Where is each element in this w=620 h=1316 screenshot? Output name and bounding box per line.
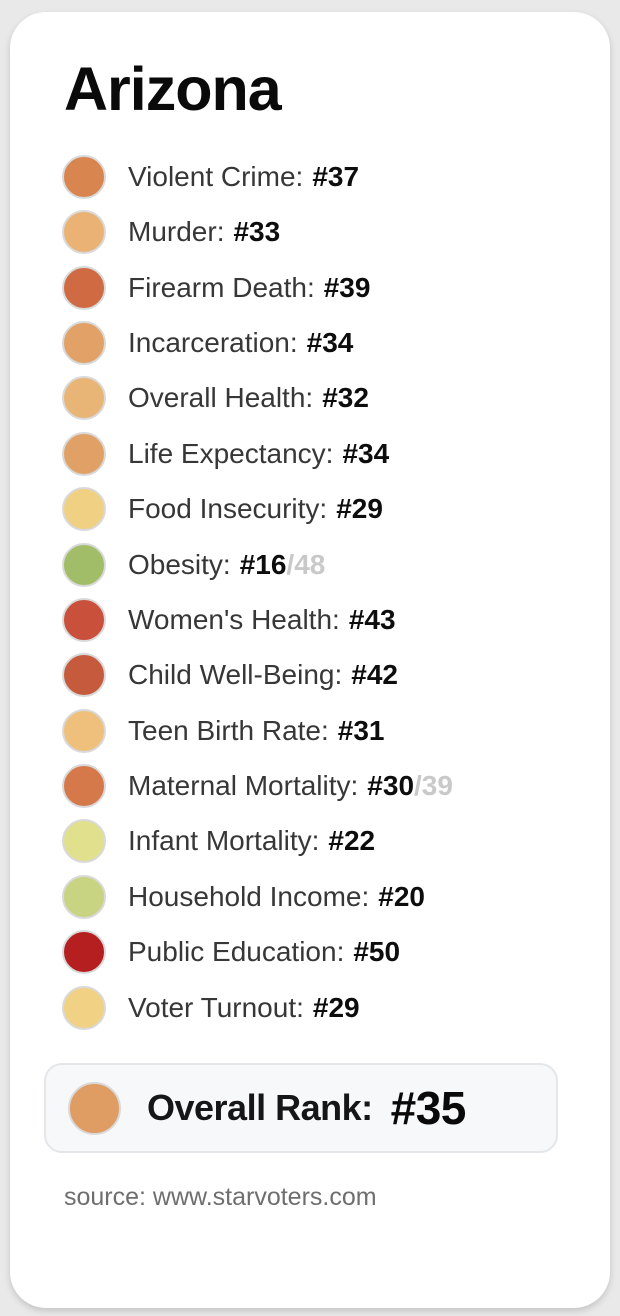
stat-row: Infant Mortality: #22 xyxy=(62,814,610,869)
stat-text: Maternal Mortality: #30/39 xyxy=(128,770,453,802)
state-rank-card: Arizona Violent Crime: #37 Murder: #33 Fir… xyxy=(10,12,610,1308)
stat-rank: #34 xyxy=(306,326,354,358)
stat-label: Obesity: xyxy=(128,548,231,580)
stat-row: Violent Crime: #37 xyxy=(62,149,610,204)
stat-label: Murder: xyxy=(128,216,225,248)
state-title: Arizona xyxy=(64,55,282,123)
stat-text: Violent Crime: #37 xyxy=(128,161,359,193)
overall-rank-label: Overall Rank: xyxy=(147,1087,373,1129)
stat-row: Incarceration: #34 xyxy=(62,315,610,370)
stat-row: Child Well-Being: #42 xyxy=(62,648,610,703)
stat-rank: #37 xyxy=(312,160,360,192)
stat-rank: #29 xyxy=(312,991,360,1023)
stat-rank-dot xyxy=(62,210,106,255)
stat-rank-total: /39 xyxy=(414,770,453,802)
stat-text: Life Expectancy: #34 xyxy=(128,438,389,470)
stat-rank: #42 xyxy=(351,659,398,691)
stat-rank: #43 xyxy=(348,603,396,635)
stat-label: Household Income: xyxy=(128,880,370,912)
stat-text: Public Education: #50 xyxy=(128,936,400,968)
stat-rank-dot xyxy=(62,653,106,698)
stat-rank: #16 xyxy=(239,548,287,580)
stat-label: Maternal Mortality: xyxy=(128,770,359,802)
stat-rank-dot xyxy=(62,874,106,919)
stat-label: Incarceration: xyxy=(128,326,298,358)
stat-label: Teen Birth Rate: xyxy=(128,714,329,746)
stat-label: Voter Turnout: xyxy=(128,991,304,1023)
stat-row: Women's Health: #43 xyxy=(62,592,610,647)
stat-label: Overall Health: xyxy=(128,382,314,414)
stat-text: Overall Health: #32 xyxy=(128,382,369,414)
stat-rank-total: /48 xyxy=(286,548,326,580)
stat-row: Maternal Mortality: #30/39 xyxy=(62,758,610,813)
stat-text: Teen Birth Rate: #31 xyxy=(128,715,385,747)
stat-row: Firearm Death: #39 xyxy=(62,260,610,315)
stat-row: Public Education: #50 xyxy=(62,925,610,980)
stat-text: Infant Mortality: #22 xyxy=(128,825,375,857)
stat-text: Incarceration: #34 xyxy=(128,327,353,359)
stat-row: Murder: #33 xyxy=(62,204,610,259)
overall-rank-dot xyxy=(68,1081,121,1135)
stat-row: Food Insecurity: #29 xyxy=(62,481,610,536)
stat-rank: #29 xyxy=(336,493,383,525)
stats-list: Violent Crime: #37 Murder: #33 Firearm Dea… xyxy=(62,149,610,1035)
stat-rank: #34 xyxy=(342,437,390,469)
stat-text: Firearm Death: #39 xyxy=(128,272,370,304)
stat-row: Voter Turnout: #29 xyxy=(62,980,610,1035)
stat-rank: #20 xyxy=(378,880,425,912)
stat-rank-dot xyxy=(62,376,106,421)
stat-rank-dot xyxy=(62,985,106,1030)
stat-text: Food Insecurity: #29 xyxy=(128,493,383,525)
stat-rank-dot xyxy=(62,930,106,975)
overall-rank-box: Overall Rank: #35 xyxy=(44,1063,558,1154)
stat-rank-dot xyxy=(62,819,106,864)
stat-rank-dot xyxy=(62,708,106,753)
stat-text: Child Well-Being: #42 xyxy=(128,659,398,691)
source-text: source: www.starvoters.com xyxy=(64,1183,377,1212)
stat-rank-dot xyxy=(62,320,106,365)
stat-rank-dot xyxy=(62,487,106,532)
stat-label: Infant Mortality: xyxy=(128,825,320,857)
stat-row: Life Expectancy: #34 xyxy=(62,426,610,481)
stat-label: Child Well-Being: xyxy=(128,659,343,691)
stat-label: Firearm Death: xyxy=(128,271,315,303)
stat-rank-dot xyxy=(62,542,106,587)
stat-rank-dot xyxy=(62,597,106,642)
overall-rank-value: #35 xyxy=(390,1082,467,1135)
stat-row: Household Income: #20 xyxy=(62,869,610,924)
stat-rank-dot xyxy=(62,431,106,476)
stat-text: Women's Health: #43 xyxy=(128,604,396,636)
stat-rank-dot xyxy=(62,154,106,199)
stat-rank-dot xyxy=(62,764,106,809)
stat-rank: #33 xyxy=(233,216,281,248)
stat-rank: #31 xyxy=(337,714,385,746)
stat-rank-dot xyxy=(62,265,106,310)
stat-label: Public Education: xyxy=(128,936,345,968)
stat-text: Murder: #33 xyxy=(128,216,280,248)
stat-label: Food Insecurity: xyxy=(128,493,328,525)
stat-text: Obesity: #16/48 xyxy=(128,549,325,581)
stat-rank: #32 xyxy=(322,382,369,414)
stat-text: Household Income: #20 xyxy=(128,881,425,913)
stat-rank: #50 xyxy=(353,936,401,968)
stat-label: Life Expectancy: xyxy=(128,437,334,469)
stat-row: Obesity: #16/48 xyxy=(62,537,610,592)
stat-label: Women's Health: xyxy=(128,603,340,635)
stat-text: Voter Turnout: #29 xyxy=(128,992,360,1024)
stat-rank: #39 xyxy=(323,271,371,303)
stat-row: Teen Birth Rate: #31 xyxy=(62,703,610,758)
stat-label: Violent Crime: xyxy=(128,160,304,192)
stat-row: Overall Health: #32 xyxy=(62,371,610,426)
stat-rank: #30 xyxy=(367,770,415,802)
stat-rank: #22 xyxy=(328,825,376,857)
